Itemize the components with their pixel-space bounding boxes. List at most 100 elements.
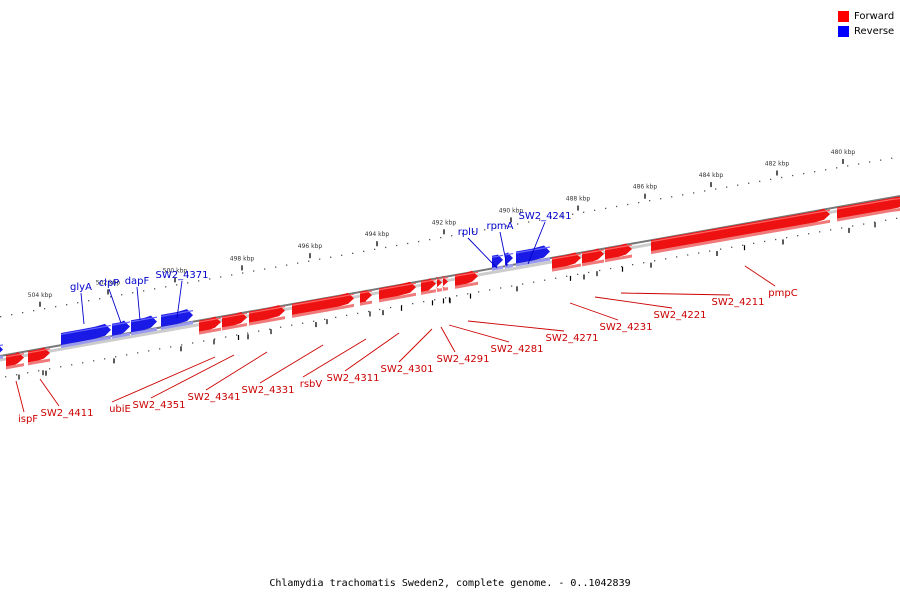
scale-dot: [539, 219, 541, 221]
scale-dot: [242, 272, 244, 274]
leader-line: [594, 296, 673, 309]
scale-dot: [374, 248, 376, 251]
scale-dot: [225, 336, 227, 338]
scale-dot: [55, 306, 57, 308]
scale-dot: [363, 250, 365, 253]
scale-dot: [748, 182, 750, 184]
forward-gene-label: SW2_4411: [40, 408, 93, 419]
scale-dot: [819, 231, 821, 233]
scale-label: 480 kbp: [831, 149, 856, 156]
scale-dot: [830, 229, 832, 231]
scale-dot: [418, 240, 420, 243]
leader-line: [108, 288, 122, 324]
scale-dot: [154, 288, 156, 290]
reverse-gene-label: rplU: [458, 227, 479, 238]
scale-dot: [874, 221, 876, 223]
scale-dot: [27, 372, 29, 374]
leader-line: [499, 231, 508, 267]
scale-dot: [16, 374, 18, 376]
forward-gene-label: SW2_4221: [653, 310, 706, 321]
scale-label: 502 kbp: [96, 279, 121, 286]
scale-dot: [885, 219, 887, 221]
scale-dot: [759, 180, 761, 182]
scale-dot: [522, 283, 524, 285]
scale-dot: [0, 316, 2, 318]
scale-dot: [506, 225, 508, 227]
legend-label-forward: Forward: [854, 11, 895, 22]
scale-label: 498 kbp: [230, 255, 255, 262]
reverse-gene-feature: [491, 253, 504, 271]
scale-dot: [269, 328, 271, 330]
scale-dot: [264, 268, 266, 270]
forward-gene-feature: [221, 311, 248, 340]
leader-line: [440, 326, 456, 353]
forward-gene-feature: [836, 196, 900, 228]
scale-dot: [638, 201, 640, 204]
scale-dot: [467, 293, 469, 295]
scale-dot: [665, 258, 667, 260]
scale-dot: [621, 265, 623, 268]
scale-dot: [847, 165, 849, 167]
leader-line: [136, 286, 141, 321]
scale-dot: [44, 308, 46, 310]
scale-dot: [220, 276, 222, 278]
scale-dot: [616, 205, 618, 208]
scale-dot: [286, 264, 288, 266]
scale-dot: [841, 227, 843, 229]
scale-dot: [198, 280, 200, 282]
scale-dot: [110, 296, 112, 298]
scale-label: 496 kbp: [298, 243, 323, 250]
scale-dot: [170, 346, 172, 348]
forward-gene-feature: [420, 278, 437, 306]
leader-line: [39, 378, 60, 407]
forward-gene-feature: [454, 270, 479, 299]
scale-dot: [104, 358, 106, 360]
scale-dot: [253, 270, 255, 272]
forward-gene-feature: [5, 352, 25, 380]
forward-gene-label: ispF: [18, 414, 38, 425]
scale-dot: [737, 184, 739, 186]
scale-dot: [478, 291, 480, 293]
forward-gene-feature: [198, 316, 222, 345]
leader-line: [467, 237, 498, 269]
scale-dot: [709, 250, 711, 252]
leader-line: [744, 265, 776, 287]
scale-dot: [572, 213, 574, 215]
scale-label: 484 kbp: [699, 172, 724, 179]
scale-dot: [192, 342, 194, 344]
forward-gene-feature: [359, 289, 373, 317]
scale-dot: [236, 334, 238, 336]
scale-dot: [99, 298, 101, 300]
scale-dot: [484, 229, 486, 231]
scale-dot: [715, 188, 717, 190]
scale-dot: [148, 350, 150, 352]
scale-dot: [396, 244, 398, 247]
scale-dot: [517, 223, 519, 225]
scale-dot: [583, 211, 585, 213]
forward-gene-feature: [604, 243, 633, 272]
scale-dot: [22, 312, 24, 314]
scale-dot: [357, 312, 359, 315]
scale-dot: [544, 279, 546, 281]
reverse-gene-feature: [0, 344, 4, 359]
leader-line: [80, 292, 85, 325]
forward-gene-label: rsbV: [300, 379, 323, 390]
scale-dot: [588, 271, 590, 274]
leader-line: [620, 292, 731, 296]
scale-dot: [495, 227, 497, 229]
scale-dot: [473, 231, 475, 233]
scale-dot: [594, 209, 596, 212]
forward-gene-label: SW2_4341: [187, 392, 240, 403]
scale-dot: [88, 300, 90, 302]
scale-label: 494 kbp: [365, 231, 390, 238]
forward-gene-label: SW2_4351: [132, 400, 185, 411]
scale-dot: [775, 238, 777, 241]
scale-ticks-outer: [0, 157, 893, 318]
scale-dot: [687, 254, 689, 256]
legend-item-forward: Forward: [838, 9, 894, 24]
scale-dot: [896, 217, 898, 219]
scale-dot: [489, 289, 491, 291]
scale-ticks-inner: [5, 217, 898, 378]
scale-dot: [258, 330, 260, 332]
